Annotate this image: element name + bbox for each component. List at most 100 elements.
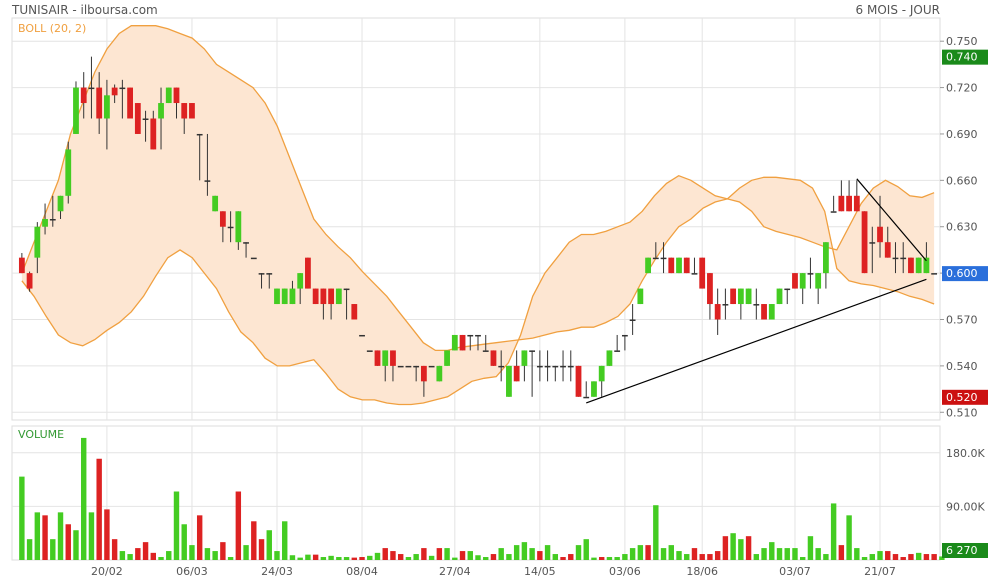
- candle-body: [413, 365, 420, 368]
- volume-bar: [483, 557, 489, 560]
- candle: [838, 180, 845, 212]
- candle: [111, 84, 118, 104]
- candle: [382, 350, 389, 382]
- volume-bar: [26, 539, 33, 560]
- volume-bar: [552, 554, 559, 560]
- volume-bar: [413, 554, 419, 560]
- candle-body: [96, 87, 103, 119]
- price-panel: [11, 17, 941, 421]
- bollinger-lower: [21, 174, 935, 406]
- candle: [258, 273, 265, 289]
- candle: [560, 350, 566, 382]
- candle-body: [544, 365, 551, 368]
- candle: [467, 334, 474, 351]
- volume-bar: [513, 545, 520, 560]
- volume-bar: [57, 512, 64, 560]
- volume-bar: [336, 557, 342, 560]
- volume-bar: [498, 548, 504, 560]
- price-tick-label: 0.720: [946, 82, 978, 95]
- price-tag: 0.520: [942, 389, 988, 405]
- candle: [335, 288, 342, 305]
- volume-bar: [544, 545, 551, 560]
- candle: [475, 334, 481, 351]
- candle: [305, 257, 311, 289]
- candle: [498, 350, 505, 382]
- volume-bar: [397, 554, 404, 560]
- candle: [908, 257, 914, 274]
- volume-bar: [830, 503, 837, 560]
- volume-bar: [637, 545, 644, 560]
- volume-bar: [490, 554, 497, 560]
- bollinger-fill: [21, 25, 935, 405]
- candle-body: [606, 350, 613, 366]
- x-tick-label: 20/02: [91, 565, 123, 578]
- candle: [691, 257, 698, 275]
- candle-body: [853, 195, 860, 212]
- volume-bar: [34, 512, 41, 560]
- candle: [521, 350, 528, 382]
- price-tag-box: [942, 266, 988, 282]
- x-tick-label: 08/04: [346, 565, 378, 578]
- candle-body: [181, 103, 188, 119]
- candle: [65, 141, 72, 204]
- candle: [583, 381, 590, 399]
- volume-bar: [390, 551, 396, 560]
- candle: [853, 180, 860, 212]
- candle-body: [134, 103, 141, 134]
- volume-bar: [382, 548, 388, 560]
- candle-body: [892, 257, 899, 260]
- volume-bar: [614, 557, 620, 560]
- volume-bar: [923, 554, 930, 560]
- candle-body: [529, 350, 536, 352]
- candle: [552, 365, 559, 382]
- candle: [614, 334, 621, 352]
- candle: [490, 350, 497, 366]
- candle: [49, 195, 56, 227]
- candle-body: [768, 304, 775, 320]
- volume-bar: [81, 437, 87, 560]
- volume-tick-label: 90.00K: [946, 500, 985, 513]
- volume-bar: [65, 524, 71, 560]
- candle-body: [390, 350, 396, 366]
- candle-body: [931, 273, 938, 275]
- candle: [861, 211, 868, 274]
- candle-body: [235, 211, 242, 243]
- volume-bar: [691, 548, 698, 560]
- candle: [390, 350, 396, 382]
- candle-body: [784, 288, 791, 291]
- candle: [34, 222, 41, 274]
- candle: [351, 304, 358, 320]
- candle-body: [335, 288, 342, 305]
- candle-body: [915, 257, 922, 274]
- price-tick-label: 0.660: [946, 174, 978, 187]
- candle-body: [799, 273, 806, 289]
- volume-bar: [660, 548, 667, 560]
- x-tick-label: 24/03: [261, 565, 293, 578]
- volume-bar: [815, 548, 821, 560]
- volume-bar: [730, 533, 736, 560]
- volume-bar: [939, 556, 945, 560]
- candle-body: [42, 219, 48, 227]
- price-tag-label: 0.520: [946, 391, 978, 404]
- volume-bar: [436, 548, 443, 560]
- candle-body: [158, 103, 164, 119]
- candle-body: [900, 257, 907, 260]
- price-tick-label: 0.630: [946, 221, 978, 234]
- candle-body: [111, 87, 118, 96]
- candle: [158, 87, 164, 150]
- volume-bar: [699, 554, 705, 560]
- candle: [359, 334, 365, 337]
- candle-body: [444, 350, 450, 366]
- volume-bar: [645, 545, 651, 560]
- volume-bar: [343, 557, 350, 560]
- candle: [142, 110, 149, 142]
- trendlines: [586, 178, 927, 404]
- candle-body: [815, 273, 822, 289]
- candle: [328, 288, 335, 320]
- volume-bar: [653, 505, 659, 560]
- volume-bar: [428, 555, 435, 560]
- candle: [621, 334, 628, 351]
- price-tick-label: 0.690: [946, 128, 978, 141]
- volume-bar: [668, 545, 674, 560]
